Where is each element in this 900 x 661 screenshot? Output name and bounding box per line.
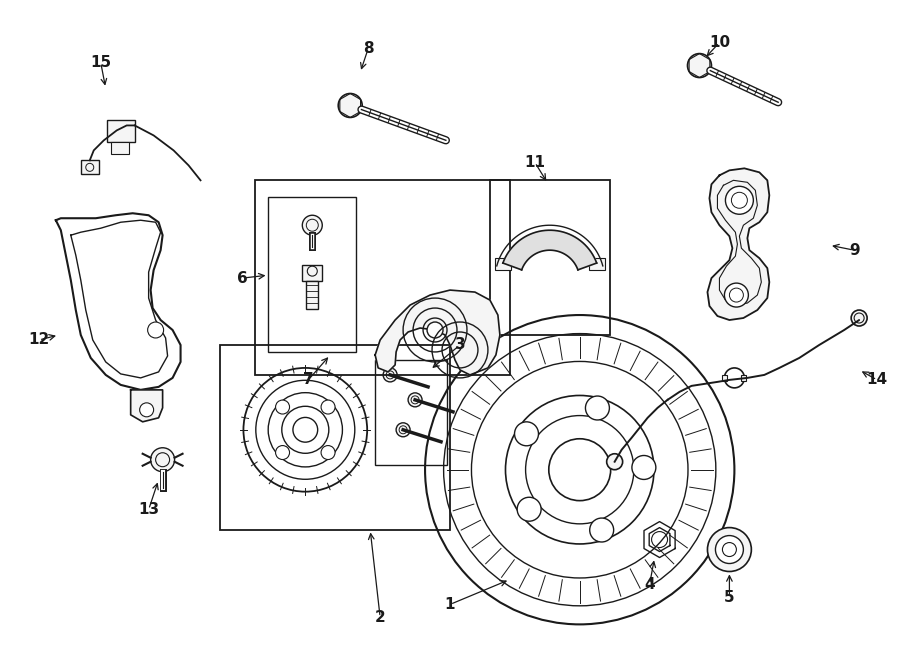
Circle shape [140,403,154,417]
Circle shape [725,186,753,214]
Circle shape [150,447,175,472]
Polygon shape [56,214,181,390]
Circle shape [518,497,541,522]
Circle shape [321,400,335,414]
Text: 3: 3 [454,338,465,352]
Bar [306,281,319,309]
Circle shape [549,439,611,500]
Circle shape [292,417,318,442]
Bar [107,120,135,142]
Circle shape [408,393,422,407]
Circle shape [585,396,609,420]
Bar [742,375,746,381]
Circle shape [716,535,743,564]
Text: 1: 1 [445,597,455,612]
Bar [302,265,322,281]
Text: 11: 11 [525,155,545,170]
Bar [256,180,510,375]
Bar [375,360,447,465]
Circle shape [688,54,711,77]
Circle shape [707,527,751,572]
Circle shape [632,455,656,479]
Text: 10: 10 [709,35,730,50]
Bar [268,197,356,352]
Text: 14: 14 [867,372,887,387]
Circle shape [321,446,335,459]
Bar [81,161,99,175]
Bar [589,258,605,270]
Circle shape [338,93,362,118]
Bar [723,375,727,381]
Text: 2: 2 [374,610,385,625]
Circle shape [275,446,290,459]
Text: 13: 13 [138,502,159,517]
Bar [220,345,450,529]
Text: 6: 6 [237,270,248,286]
Text: 5: 5 [724,590,734,605]
Circle shape [275,400,290,414]
Circle shape [590,518,614,542]
Circle shape [607,453,623,470]
Circle shape [515,422,538,446]
Circle shape [383,368,397,382]
Polygon shape [503,230,597,270]
Circle shape [851,310,867,326]
Text: 7: 7 [303,372,313,387]
Text: 15: 15 [90,55,112,70]
Circle shape [396,423,410,437]
Bar [111,142,129,155]
Polygon shape [707,169,769,320]
Bar [490,180,609,335]
Polygon shape [130,390,163,422]
Text: 4: 4 [644,577,655,592]
Circle shape [148,322,164,338]
Text: 9: 9 [849,243,859,258]
Bar [495,258,511,270]
Circle shape [427,322,443,338]
Text: 12: 12 [28,332,50,348]
Polygon shape [375,290,500,375]
Text: 8: 8 [363,41,374,56]
Circle shape [724,283,749,307]
Circle shape [302,215,322,235]
